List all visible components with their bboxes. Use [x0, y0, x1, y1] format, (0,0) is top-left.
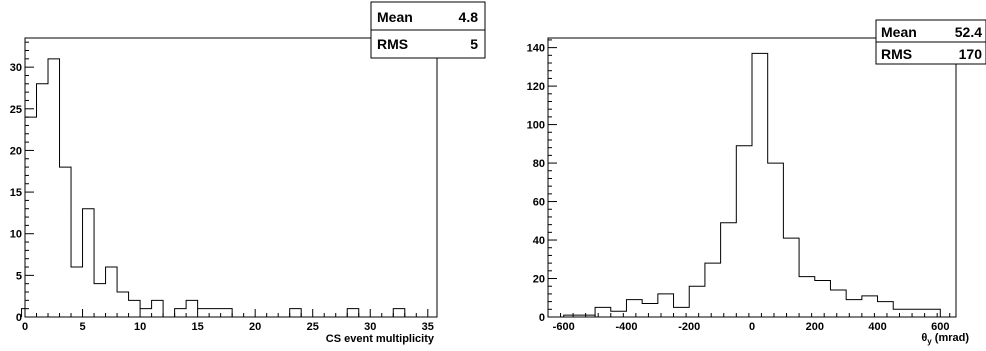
histogram-bin-left — [60, 167, 72, 317]
histogram-panel-left: 0 5 10 15 20 25 30 35 0 5 10 15 20 25 30 CS event mul… — [10, 1, 486, 345]
x-tick-label: 200 — [806, 321, 824, 333]
histogram-bin-right — [925, 309, 941, 317]
y-tick-label: 10 — [10, 229, 22, 241]
histogram-step-line-right — [594, 52, 956, 318]
x-axis-title-right-symbol: θ — [921, 332, 927, 344]
histogram-bin-right — [642, 304, 658, 317]
x-axis-title-right-subscript: y — [927, 337, 932, 346]
stats-mean-label-right: Mean — [881, 24, 917, 40]
y-axis-right: 0 20 40 60 80 100 120 140 — [527, 39, 557, 324]
x-tick-label: 15 — [192, 321, 204, 333]
histogram-bin-right — [626, 300, 642, 317]
histogram-bin-right — [909, 309, 925, 317]
histogram-bin-right — [862, 296, 878, 317]
y-tick-label: 0 — [16, 312, 22, 324]
histogram-bin-right — [705, 263, 721, 317]
histogram-bin-left — [152, 300, 164, 317]
histogram-bin-left — [393, 309, 405, 317]
stats-rms-label-right: RMS — [881, 46, 912, 62]
plot-frame-right — [547, 37, 957, 318]
histogram-bin-left — [186, 300, 198, 317]
x-axis-title-left: CS event multiplicity — [326, 333, 435, 345]
stats-rms-label-left: RMS — [377, 36, 408, 52]
histogram-bin-right — [689, 286, 705, 317]
histogram-bin-left — [140, 309, 152, 317]
x-tick-label: 30 — [364, 321, 376, 333]
stats-box-left: Mean 4.8 RMS 5 — [370, 1, 486, 59]
y-tick-label: 60 — [533, 197, 545, 209]
histogram-bars-right — [548, 52, 956, 318]
histogram-bin-right — [595, 307, 611, 317]
stats-rms-value-left: 5 — [470, 36, 478, 52]
histogram-bin-right — [658, 294, 674, 317]
histogram-panel-right: -600 -400 -200 0 200 400 600 0 20 40 60 80 100 120 14… — [527, 19, 986, 346]
x-tick-label: 0 — [22, 321, 28, 333]
histogram-bin-left — [83, 209, 95, 317]
stats-mean-value-left: 4.8 — [459, 9, 479, 25]
y-axis-left: 0 5 10 15 20 25 30 — [10, 41, 34, 324]
histogram-bin-left — [117, 292, 129, 317]
x-tick-label: 25 — [307, 321, 319, 333]
y-tick-label: 20 — [10, 145, 22, 157]
histogram-bin-left — [198, 309, 210, 317]
x-axis-left: 0 5 10 15 20 25 30 35 — [22, 309, 434, 333]
histogram-bin-left — [209, 309, 221, 317]
histogram-bars-left — [21, 58, 428, 318]
x-tick-label: -600 — [553, 321, 575, 333]
x-tick-label: -200 — [678, 321, 700, 333]
histogram-bin-right — [674, 307, 690, 317]
x-tick-label: 10 — [134, 321, 146, 333]
y-tick-label: 5 — [16, 270, 22, 282]
histogram-bin-left — [290, 309, 302, 317]
histogram-bin-left — [94, 284, 106, 317]
x-tick-label: -400 — [615, 321, 637, 333]
y-tick-label: 80 — [533, 158, 545, 170]
x-tick-label: 35 — [422, 321, 434, 333]
stats-mean-label-left: Mean — [377, 9, 413, 25]
y-tick-label: 30 — [10, 62, 22, 74]
histogram-bin-right — [893, 309, 909, 317]
histogram-step-line-left — [24, 58, 428, 318]
histogram-bin-right — [830, 290, 846, 317]
stats-mean-value-right: 52.4 — [955, 24, 982, 40]
y-tick-label: 40 — [533, 235, 545, 247]
histogram-bin-left — [71, 267, 83, 317]
stats-box-right: Mean 52.4 RMS 170 — [875, 19, 986, 65]
histogram-bin-left — [48, 59, 60, 317]
y-tick-label: 0 — [539, 312, 545, 324]
histogram-bin-right — [752, 53, 768, 317]
histogram-bin-left — [129, 300, 141, 317]
histogram-bin-right — [736, 146, 752, 317]
histogram-bin-left — [37, 84, 49, 317]
histogram-bin-right — [799, 277, 815, 317]
histogram-bin-left — [175, 309, 187, 317]
y-tick-label: 20 — [533, 274, 545, 286]
y-tick-label: 120 — [527, 81, 545, 93]
histogram-underflow-bin-left — [21, 308, 26, 317]
x-tick-label: 0 — [749, 321, 755, 333]
x-tick-label: 600 — [931, 321, 949, 333]
x-axis-title-right: θy (mrad) — [921, 332, 969, 346]
histogram-bin-right — [846, 300, 862, 317]
x-tick-label: 400 — [868, 321, 886, 333]
histogram-bin-right — [878, 302, 894, 317]
x-axis-right: -600 -400 -200 0 200 400 600 — [547, 313, 951, 333]
histogram-bin-left — [221, 309, 233, 317]
x-tick-label: 20 — [249, 321, 261, 333]
y-tick-label: 140 — [527, 43, 545, 55]
histogram-bin-left — [347, 309, 359, 317]
x-axis-title-right-unit: (mrad) — [932, 332, 970, 344]
y-tick-label: 15 — [10, 187, 22, 199]
histogram-bin-right — [768, 163, 784, 317]
histogram-bin-right — [815, 280, 831, 317]
histogram-bin-right — [721, 223, 737, 317]
histogram-bin-right — [783, 238, 799, 317]
x-tick-label: 5 — [79, 321, 85, 333]
y-tick-label: 25 — [10, 104, 22, 116]
y-tick-label: 100 — [527, 120, 545, 132]
histogram-bin-left — [106, 267, 118, 317]
stats-rms-value-right: 170 — [959, 46, 983, 62]
histogram-bin-right — [611, 311, 627, 317]
